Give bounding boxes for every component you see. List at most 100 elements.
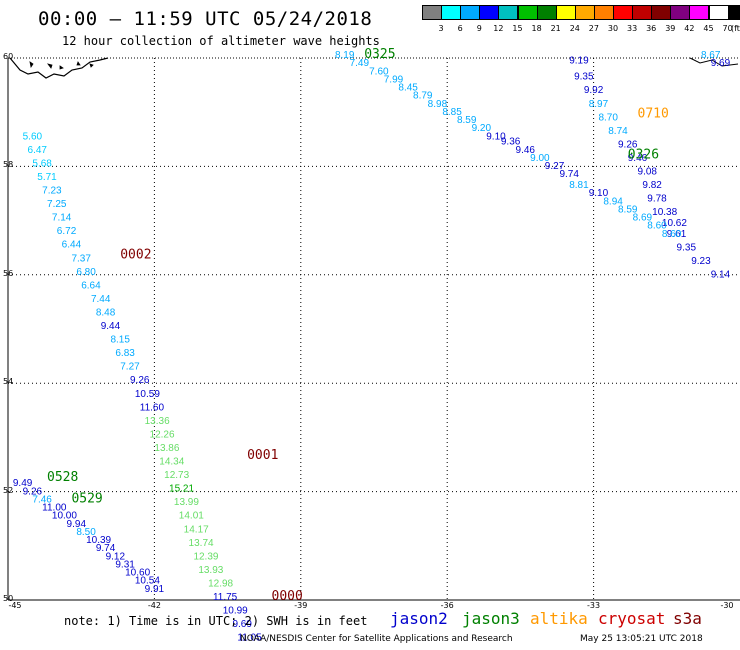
swh-value-label: 13.74	[189, 538, 214, 549]
legend-cryosat: cryosat	[598, 609, 666, 628]
swh-value-label: 9.10	[486, 131, 506, 142]
page-subtitle: 12 hour collection of altimeter wave hei…	[62, 34, 380, 48]
swh-value-label: 9.14	[711, 270, 731, 281]
swh-value-label: 7.60	[369, 66, 389, 77]
swh-value-label: 9.94	[67, 519, 87, 530]
pass-time-label: 0326	[628, 147, 659, 162]
swh-value-label: 8.81	[569, 180, 589, 191]
swh-value-label: 10.38	[652, 207, 677, 218]
swh-value-label: 9.31	[115, 559, 135, 570]
colorbar-label: 6	[457, 24, 463, 33]
pass-time-label: 0002	[120, 248, 151, 263]
swh-value-label: 8.60	[662, 229, 682, 240]
swh-value-label: 12.73	[164, 470, 189, 481]
swh-value-label: 15.21	[169, 484, 194, 495]
swh-value-label: 11.05	[237, 633, 262, 644]
swh-value-label: 13.99	[174, 497, 199, 508]
y-tick-label: 50	[3, 594, 14, 603]
swh-value-label: 6.80	[76, 267, 96, 278]
swh-value-label: 12.98	[208, 578, 233, 589]
page-title: 00:00 – 11:59 UTC 05/24/2018	[38, 8, 373, 30]
swh-value-label: 8.59	[457, 115, 477, 126]
footer-date: May 25 13:05:21 UTC 2018	[580, 634, 703, 644]
swh-value-label: 5.68	[32, 158, 52, 169]
swh-value-label: 8.48	[96, 307, 116, 318]
swh-value-label: 14.34	[159, 457, 184, 468]
swh-value-label: 10.99	[223, 606, 248, 617]
swh-value-label: 6.44	[62, 240, 82, 251]
colorbar-label: 30	[607, 24, 619, 33]
colorbar-label: 36	[646, 24, 657, 33]
swh-value-label: 12.26	[150, 429, 175, 440]
swh-value-label: 8.97	[589, 99, 609, 110]
swh-value-label: 9.00	[530, 153, 550, 164]
swh-value-label: 8.45	[398, 83, 418, 94]
x-tick-label: -45	[8, 601, 22, 610]
swh-value-label: 9.49	[13, 478, 33, 489]
x-tick-label: -33	[587, 601, 601, 610]
pass-time-label: 0528	[47, 470, 78, 485]
swh-value-label: 8.19	[335, 50, 355, 61]
swh-value-label: 9.20	[472, 123, 492, 134]
swh-value-label: 9.44	[101, 321, 121, 332]
swh-value-label: 9.91	[145, 584, 165, 595]
swh-value-label: 9.69	[711, 58, 731, 69]
swh-value-label: 6.83	[115, 348, 135, 359]
pass-time-label: 0001	[247, 448, 278, 463]
y-tick-label: 60	[3, 52, 14, 61]
swh-value-label: 13.36	[145, 416, 170, 427]
swh-value-label: 8.98	[428, 99, 448, 110]
swh-value-label: 8.67	[701, 50, 721, 61]
x-tick-label: -42	[147, 601, 161, 610]
swh-value-label: 9.74	[559, 169, 579, 180]
swh-value-label: 7.49	[350, 58, 370, 69]
swh-value-label: 9.26	[618, 139, 638, 150]
colorbar-label: 24	[569, 24, 580, 33]
swh-value-label: 7.99	[384, 74, 404, 85]
swh-value-label: 8.69	[633, 213, 653, 224]
swh-value-label: 8.85	[442, 107, 462, 118]
swh-value-label: 9.19	[569, 55, 589, 66]
swh-value-label: 7.25	[47, 199, 67, 210]
swh-value-label: 9.26	[23, 486, 43, 497]
swh-value-label: 7.46	[32, 494, 52, 505]
colorbar-label: 39	[665, 24, 676, 33]
colorbar-label: 15	[512, 24, 523, 33]
swh-value-label: 9.61	[667, 229, 687, 240]
swh-value-label: 10.60	[125, 568, 150, 579]
swh-value-label: 9.27	[545, 161, 565, 172]
colorbar-label: 70	[722, 24, 733, 33]
legend-altika: altika	[530, 609, 588, 628]
swh-value-label: 9.82	[642, 180, 662, 191]
swh-value-label: 10.00	[52, 511, 77, 522]
footer-credit: NOAA/NESDIS Center for Satellite Applica…	[240, 634, 513, 644]
swh-value-label: 12.39	[193, 551, 218, 562]
note-text: note: 1) Time is in UTC; 2) SWH is in fe…	[64, 614, 368, 628]
swh-value-label: 9.35	[574, 72, 594, 83]
swh-value-label: 9.12	[106, 551, 126, 562]
pass-time-label: 0325	[364, 47, 395, 62]
swh-value-label: 10.62	[662, 218, 687, 229]
swh-value-label: 10.54	[135, 576, 160, 587]
colorbar-label: 33	[627, 24, 638, 33]
swh-value-label: 9.69	[232, 619, 252, 630]
x-tick-label: -39	[294, 601, 308, 610]
colorbar-label: 42	[684, 24, 695, 33]
swh-value-label: 13.93	[198, 565, 223, 576]
swh-value-label: 6.64	[81, 280, 101, 291]
swh-value-label: 11.60	[140, 402, 165, 413]
swh-value-label: 5.71	[37, 172, 57, 183]
swh-value-label: 11.75	[213, 592, 238, 603]
swh-value-label: 9.36	[501, 137, 521, 148]
swh-value-label: 9.78	[647, 194, 667, 205]
swh-value-label: 11.00	[42, 503, 67, 514]
swh-value-label: 9.26	[130, 375, 150, 386]
swh-value-label: 7.37	[71, 253, 91, 264]
swh-value-label: 8.50	[76, 527, 96, 538]
swh-value-label: 7.27	[120, 362, 140, 373]
coastline-islands	[29, 61, 94, 70]
pass-time-label: 0710	[638, 107, 669, 122]
y-tick-label: 54	[3, 377, 14, 387]
swh-value-label: 8.60	[647, 221, 667, 232]
